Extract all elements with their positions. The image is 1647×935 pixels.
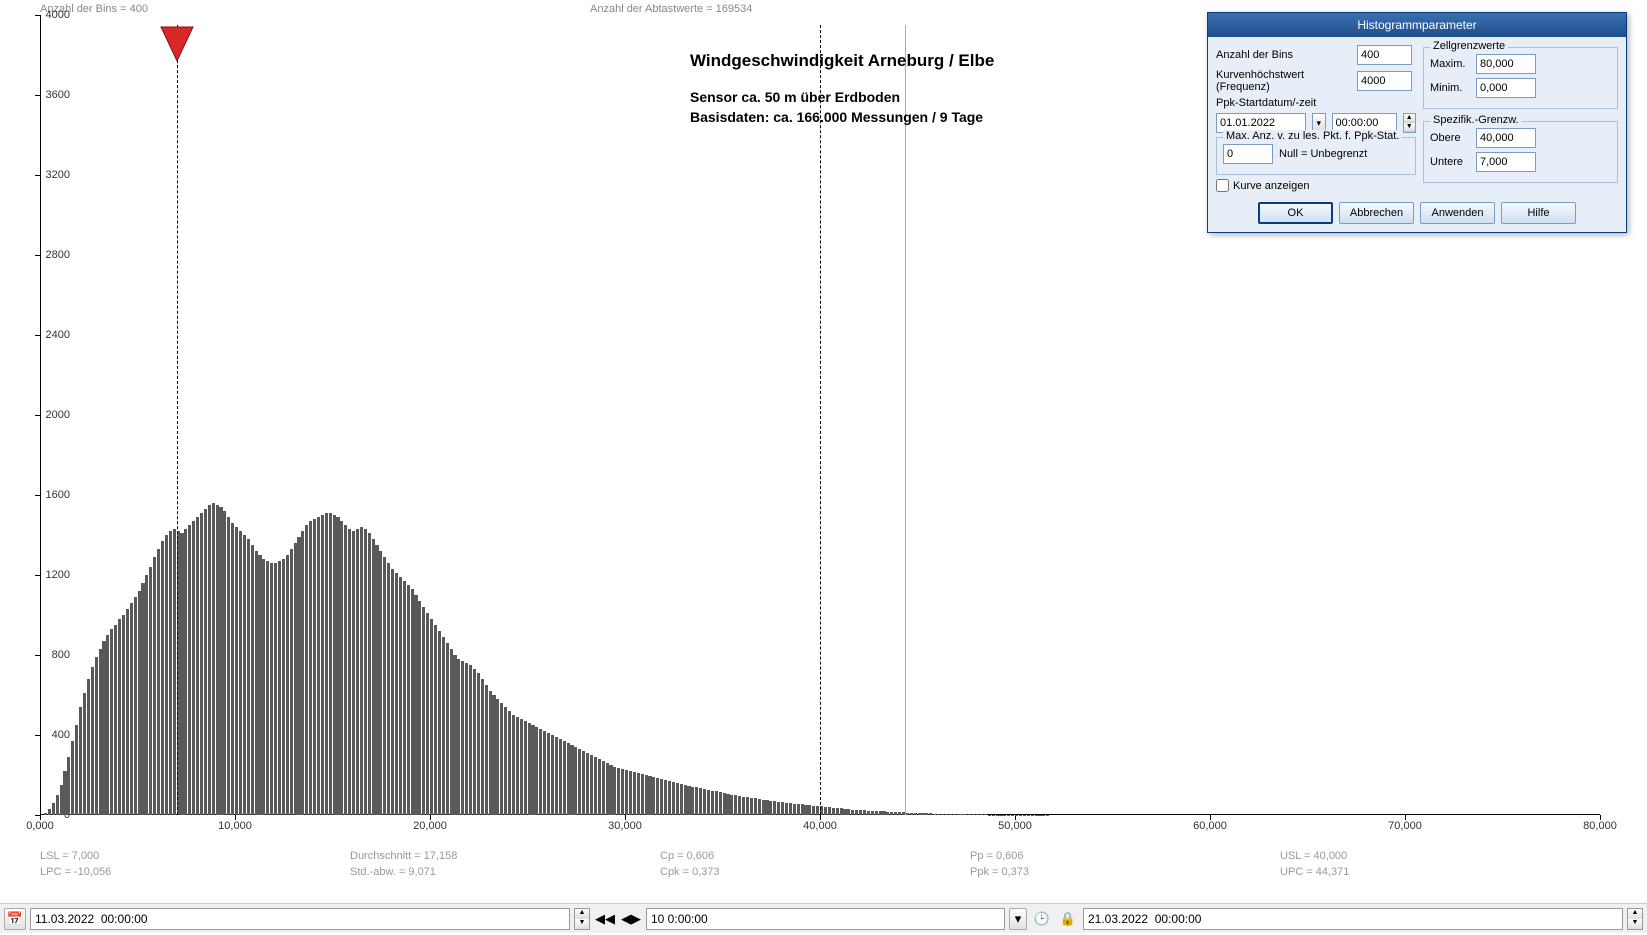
chart-subtitle-1: Sensor ca. 50 m über Erdboden: [690, 89, 994, 105]
cell-max-input[interactable]: [1476, 54, 1536, 74]
stat-cp: Cp = 0,606: [660, 850, 714, 862]
spec-upper-input[interactable]: [1476, 128, 1536, 148]
spec-limits-legend: Spezifik.-Grenzw.: [1430, 114, 1522, 126]
end-datetime-spinner[interactable]: ▲▼: [1627, 908, 1643, 930]
stat-usl: USL = 40,000: [1280, 850, 1347, 862]
time-toolbar: 📅 ▲▼ ◀◀ ◀▶ ▾ 🕒 🔒 ▲▼: [0, 903, 1647, 933]
spec-lower-label: Untere: [1430, 156, 1470, 168]
max-anz-input[interactable]: [1223, 144, 1273, 164]
chart-title-block: Windgeschwindigkeit Arneburg / Elbe Sens…: [690, 51, 994, 125]
stat-lpc: LPC = -10,056: [40, 866, 111, 878]
lsl-marker-arrow: [157, 25, 197, 65]
ok-button[interactable]: OK: [1258, 202, 1333, 224]
x-tick-label: 30,000: [608, 820, 642, 832]
show-curve-label: Kurve anzeigen: [1233, 180, 1309, 192]
chart-subtitle-2: Basisdaten: ca. 166.000 Messungen / 9 Ta…: [690, 109, 994, 125]
stat-ppk: Ppk = 0,373: [970, 866, 1029, 878]
x-tick-label: 20,000: [413, 820, 447, 832]
cell-min-label: Minim.: [1430, 82, 1470, 94]
curve-max-input[interactable]: [1357, 71, 1412, 91]
x-tick-label: 60,000: [1193, 820, 1227, 832]
duration-input[interactable]: [646, 908, 1005, 930]
ppk-date-label: Ppk-Startdatum/-zeit: [1216, 97, 1316, 109]
stat-upc: UPC = 44,371: [1280, 866, 1349, 878]
cancel-button[interactable]: Abbrechen: [1339, 202, 1414, 224]
usl-vertical-line: [820, 25, 821, 815]
lock-icon[interactable]: 🔒: [1057, 908, 1079, 930]
start-datetime-input[interactable]: [30, 908, 570, 930]
stat-stddev: Std.-abw. = 9,071: [350, 866, 436, 878]
lsl-vertical-line: [177, 25, 178, 815]
cell-max-label: Maxim.: [1430, 58, 1470, 70]
shift-left-icon[interactable]: ◀◀: [594, 908, 616, 930]
stat-pp: Pp = 0,606: [970, 850, 1024, 862]
stat-mean: Durchschnitt = 17,158: [350, 850, 457, 862]
x-tick-label: 10,000: [218, 820, 252, 832]
stat-lsl: LSL = 7,000: [40, 850, 99, 862]
end-datetime-input[interactable]: [1083, 908, 1623, 930]
x-tick-label: 40,000: [803, 820, 837, 832]
show-curve-checkbox[interactable]: [1216, 179, 1229, 192]
start-datetime-spinner[interactable]: ▲▼: [574, 908, 590, 930]
curve-max-label: Kurvenhöchstwert (Frequenz): [1216, 69, 1351, 93]
x-tick-label: 70,000: [1388, 820, 1422, 832]
spec-lower-input[interactable]: [1476, 152, 1536, 172]
bins-label: Anzahl der Bins: [1216, 49, 1351, 61]
chart-title: Windgeschwindigkeit Arneburg / Elbe: [690, 51, 994, 71]
help-button[interactable]: Hilfe: [1501, 202, 1576, 224]
dialog-title[interactable]: Histogrammparameter: [1208, 13, 1626, 37]
cell-min-input[interactable]: [1476, 78, 1536, 98]
clock-icon[interactable]: 🕒: [1031, 908, 1053, 930]
spec-upper-label: Obere: [1430, 132, 1470, 144]
upc-vertical-line: [905, 25, 906, 815]
apply-button[interactable]: Anwenden: [1420, 202, 1495, 224]
max-anz-note: Null = Unbegrenzt: [1279, 148, 1367, 160]
max-anz-legend: Max. Anz. v. zu les. Pkt. f. Ppk-Stat.: [1223, 130, 1402, 142]
shift-both-icon[interactable]: ◀▶: [620, 908, 642, 930]
x-tick-label: 50,000: [998, 820, 1032, 832]
bins-input[interactable]: [1357, 45, 1412, 65]
x-tick-label: 0,000: [26, 820, 54, 832]
cell-limits-legend: Zellgrenzwerte: [1430, 40, 1508, 52]
duration-dropdown-icon[interactable]: ▾: [1009, 908, 1027, 930]
histogram-params-dialog: Histogrammparameter Anzahl der Bins Kurv…: [1207, 12, 1627, 233]
calendar-icon[interactable]: 📅: [4, 908, 26, 930]
stat-cpk: Cpk = 0,373: [660, 866, 720, 878]
x-tick-label: 80,000: [1583, 820, 1617, 832]
top-info-samples: Anzahl der Abtastwerte = 169534: [590, 3, 752, 15]
ppk-time-spinner[interactable]: ▲▼: [1403, 113, 1417, 133]
